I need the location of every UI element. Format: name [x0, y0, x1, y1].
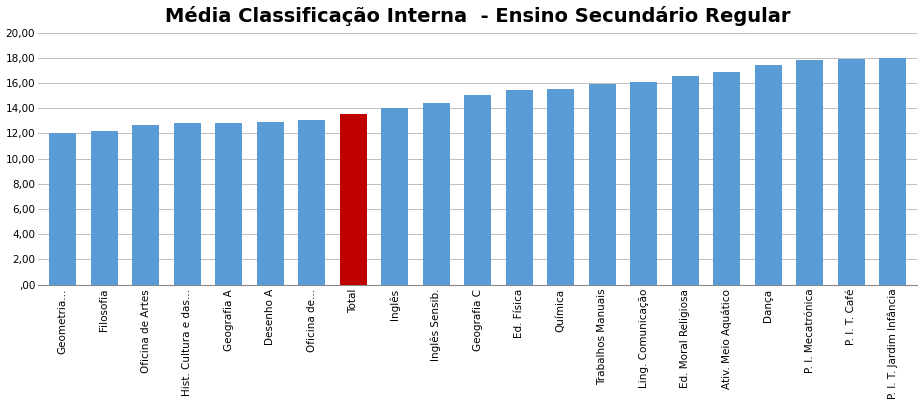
Title: Média Classificação Interna  - Ensino Secundário Regular: Média Classificação Interna - Ensino Sec…	[165, 6, 790, 26]
Bar	[879, 58, 906, 285]
Bar	[174, 123, 201, 285]
Bar	[423, 102, 450, 285]
Bar	[381, 108, 408, 285]
Bar	[589, 84, 616, 285]
Bar	[713, 72, 740, 285]
Bar	[90, 131, 118, 285]
Bar	[755, 66, 782, 285]
Bar	[340, 114, 366, 285]
Bar	[506, 90, 533, 285]
Bar	[257, 122, 283, 285]
Bar	[49, 133, 77, 285]
Bar	[215, 123, 242, 285]
Bar	[797, 60, 823, 285]
Bar	[837, 59, 865, 285]
Bar	[547, 89, 574, 285]
Bar	[630, 82, 657, 285]
Bar	[298, 120, 325, 285]
Bar	[672, 75, 699, 285]
Bar	[132, 125, 160, 285]
Bar	[464, 95, 491, 285]
